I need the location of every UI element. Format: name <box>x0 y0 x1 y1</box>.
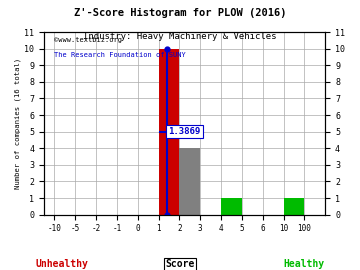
Text: Z'-Score Histogram for PLOW (2016): Z'-Score Histogram for PLOW (2016) <box>74 8 286 18</box>
Text: Industry: Heavy Machinery & Vehicles: Industry: Heavy Machinery & Vehicles <box>83 32 277 41</box>
Text: The Research Foundation of SUNY: The Research Foundation of SUNY <box>54 52 186 58</box>
Bar <box>179 148 200 215</box>
Text: ©www.textbiz.org: ©www.textbiz.org <box>54 37 122 43</box>
Text: Unhealthy: Unhealthy <box>36 259 89 269</box>
Text: Score: Score <box>165 259 195 269</box>
Text: 1.3869: 1.3869 <box>168 127 201 136</box>
Bar <box>284 198 305 215</box>
Bar <box>221 198 242 215</box>
Y-axis label: Number of companies (16 total): Number of companies (16 total) <box>15 58 22 189</box>
Bar <box>159 49 179 215</box>
Text: Healthy: Healthy <box>283 259 324 269</box>
